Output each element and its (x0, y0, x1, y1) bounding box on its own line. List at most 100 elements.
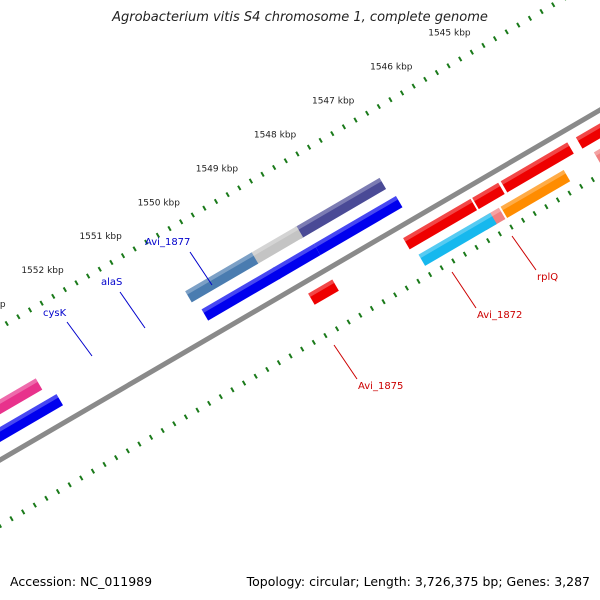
tick-mark (492, 35, 498, 42)
tick-mark (9, 516, 14, 522)
cds-reverse-feature[interactable] (472, 182, 505, 210)
tick-mark (283, 158, 288, 164)
gene-feature[interactable] (500, 169, 571, 218)
tick-mark (358, 312, 363, 318)
gene-feature[interactable] (0, 378, 43, 456)
gene-label-leader (511, 235, 537, 271)
tick-mark (207, 400, 212, 407)
tick-mark (504, 29, 509, 35)
tick-mark (195, 407, 200, 413)
tick-mark (423, 76, 428, 83)
gene-feature[interactable] (593, 116, 600, 164)
scale-tick-label: 1552 kbp (21, 266, 64, 276)
tick-mark (109, 259, 114, 266)
cds-reverse-feature[interactable] (308, 279, 339, 305)
scale-tick-label: 1548 kbp (254, 130, 297, 140)
cds-forward-feature[interactable] (201, 267, 281, 321)
tick-mark (509, 224, 514, 230)
tick-mark (551, 2, 556, 8)
cds-forward-feature[interactable] (313, 196, 403, 256)
gene-highlight (201, 267, 277, 313)
tick-mark (497, 231, 502, 237)
tick-mark (481, 42, 486, 49)
tick-mark (288, 353, 293, 359)
tick-mark (516, 22, 521, 28)
inner-tick-row (0, 176, 595, 529)
cds-reverse-feature[interactable] (403, 198, 478, 250)
tick-mark (248, 178, 254, 184)
scale-tick-label: 1545 kbp (428, 29, 471, 39)
tick-mark (399, 90, 405, 96)
tick-mark (16, 314, 21, 320)
gene-highlight (313, 196, 398, 248)
gene-highlight (575, 123, 600, 141)
cds-reverse-feature[interactable] (500, 142, 574, 193)
tick-mark (295, 151, 300, 157)
tick-mark (381, 298, 386, 305)
tick-mark (27, 307, 33, 313)
tick-mark (79, 475, 84, 481)
tick-mark (114, 454, 119, 461)
gene-highlight (472, 182, 501, 202)
tick-mark (393, 292, 398, 298)
cds-reverse-feature[interactable] (575, 87, 600, 149)
tick-mark (190, 212, 195, 218)
tick-mark (51, 293, 56, 300)
tick-mark (0, 523, 3, 529)
gene-cysk-feature[interactable] (185, 252, 259, 303)
tick-mark (590, 176, 595, 183)
tick-mark (411, 83, 416, 89)
gene-label[interactable]: alaS (101, 277, 122, 288)
scale-tick-label: 1549 kbp (196, 164, 239, 174)
tick-mark (446, 63, 451, 69)
tick-mark (55, 488, 61, 495)
tick-mark (306, 144, 312, 150)
tick-mark (469, 49, 474, 55)
gene-alas-feature[interactable] (249, 226, 304, 265)
gene-highlight (403, 198, 473, 242)
gene-avi-1872-feature[interactable] (418, 212, 497, 266)
tick-mark (172, 421, 177, 427)
cds-forward-feature[interactable] (272, 243, 321, 280)
scale-tick-label: 1553 kbp (0, 300, 6, 310)
tick-mark (369, 305, 375, 312)
gene-label[interactable]: cysK (43, 308, 67, 319)
tick-mark (365, 110, 370, 116)
gene-highlight (0, 378, 38, 404)
tick-mark (555, 197, 561, 203)
tick-mark (527, 15, 533, 21)
tick-mark (74, 280, 79, 286)
cds-forward-feature[interactable] (0, 394, 64, 477)
tick-mark (21, 509, 26, 515)
gene-label[interactable]: Avi_1875 (358, 381, 403, 392)
tick-mark (532, 210, 537, 217)
gene-highlight (308, 279, 335, 298)
tick-mark (416, 278, 421, 284)
map-title: Agrobacterium vitis S4 chromosome 1, com… (112, 10, 488, 25)
scale-tick-label: 1550 kbp (138, 198, 181, 208)
gene-highlight (185, 252, 254, 295)
gene-label[interactable]: Avi_1877 (145, 237, 190, 248)
accession-text: Accession: NC_011989 (10, 574, 153, 589)
tick-mark (451, 258, 456, 264)
tick-mark (202, 205, 207, 211)
gene-label-leader (189, 251, 213, 286)
tick-mark (404, 285, 409, 291)
tick-mark (179, 219, 184, 225)
tick-mark (167, 225, 172, 232)
tick-mark (376, 103, 381, 110)
genome-summary-text: Topology: circular; Length: 3,726,375 bp… (246, 574, 590, 589)
gene-avi-1877-feature[interactable] (294, 177, 387, 239)
tick-mark (265, 366, 270, 373)
tick-mark (213, 198, 219, 205)
gene-label-leader (451, 271, 477, 309)
gene-label[interactable]: rplQ (537, 272, 558, 283)
tick-mark (486, 237, 491, 244)
gene-label[interactable]: Avi_1872 (477, 310, 522, 321)
tick-mark (155, 232, 161, 239)
gene-highlight (294, 177, 382, 231)
tick-mark (125, 448, 130, 454)
outer-tick-row (4, 0, 567, 327)
tick-mark (4, 320, 9, 327)
